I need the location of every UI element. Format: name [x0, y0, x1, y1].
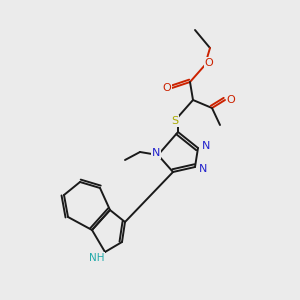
- Text: O: O: [205, 58, 213, 68]
- Text: S: S: [171, 116, 178, 126]
- Text: NH: NH: [89, 253, 105, 263]
- Text: N: N: [152, 148, 160, 158]
- Text: N: N: [199, 164, 207, 174]
- Text: N: N: [202, 141, 210, 151]
- Text: O: O: [163, 83, 171, 93]
- Text: O: O: [226, 95, 236, 105]
